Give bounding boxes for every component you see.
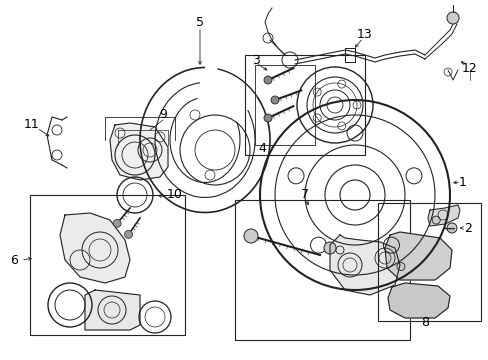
Text: 5: 5: [196, 15, 203, 28]
Polygon shape: [329, 235, 399, 295]
Text: 10: 10: [167, 189, 183, 202]
Text: 13: 13: [356, 28, 372, 41]
Circle shape: [431, 216, 439, 224]
Text: 12: 12: [461, 62, 477, 75]
Text: 3: 3: [251, 54, 260, 67]
Text: 6: 6: [10, 253, 18, 266]
Bar: [235, 200, 409, 340]
Circle shape: [113, 219, 121, 227]
Circle shape: [244, 229, 258, 243]
Text: 8: 8: [420, 315, 428, 328]
Bar: [244, 55, 364, 155]
Text: 7: 7: [301, 189, 308, 202]
Polygon shape: [427, 205, 459, 226]
Text: 11: 11: [24, 118, 40, 131]
Circle shape: [446, 12, 458, 24]
Polygon shape: [85, 290, 140, 330]
Circle shape: [396, 262, 404, 270]
Text: 4: 4: [258, 141, 265, 154]
Circle shape: [264, 76, 271, 84]
Bar: [254, 65, 314, 145]
Polygon shape: [60, 213, 130, 283]
Polygon shape: [110, 123, 168, 180]
Bar: [30, 195, 184, 335]
Text: 9: 9: [159, 108, 166, 122]
Circle shape: [264, 114, 271, 122]
Polygon shape: [384, 232, 451, 280]
Circle shape: [270, 96, 279, 104]
Circle shape: [324, 242, 335, 254]
Text: 2: 2: [463, 221, 471, 234]
Text: 1: 1: [458, 175, 466, 189]
Bar: [377, 203, 480, 321]
Polygon shape: [387, 283, 449, 318]
Circle shape: [124, 230, 132, 238]
Circle shape: [446, 223, 456, 233]
